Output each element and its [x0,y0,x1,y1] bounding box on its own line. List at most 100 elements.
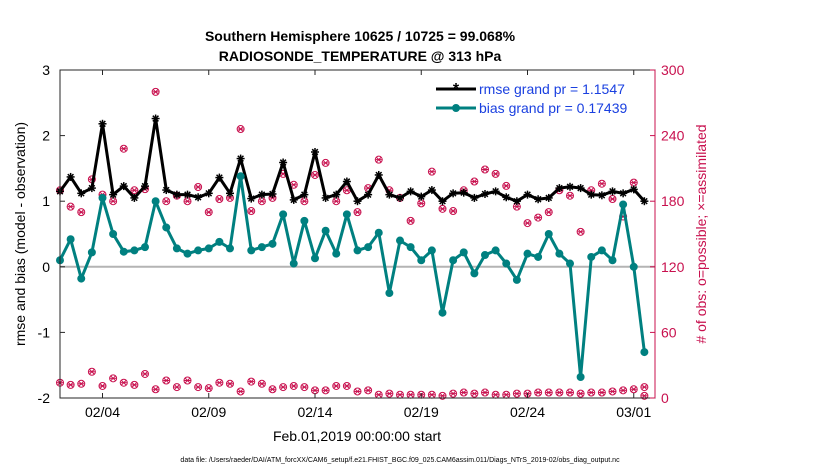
obs-bottom-assimilated-point [142,371,148,377]
rmse-point [491,187,500,196]
rmse-point [576,184,585,193]
x-tick-label: 02/19 [404,404,439,420]
rmse-point-stroke [375,171,383,179]
y-tick-label: -1 [38,324,51,340]
obs-assimilated-point [545,209,552,215]
bias-point [523,249,532,258]
rmse-point-stroke [152,115,159,122]
obs-bottom-assimilated-point [397,391,403,398]
obs-assimilated-point [290,181,297,188]
rmse-point-stroke [258,191,266,198]
obs-possible-point [491,169,500,178]
legend-bias-marker [452,104,460,112]
bias-point [364,243,373,252]
rmse-point-stroke [332,191,340,198]
obs-bottom-possible-point [98,381,107,390]
rmse-point [640,197,649,206]
x-tick-label: 02/04 [85,404,120,420]
rmse-point-stroke [428,186,436,194]
y-right-tick-label: 240 [661,128,685,144]
chart-title: Southern Hemisphere 10625 / 10725 = 99.0… [205,28,516,44]
rmse-point-stroke [184,191,191,198]
obs-bottom-possible-point [640,391,649,400]
rmse-point [502,193,511,202]
rmse-point-stroke [407,188,414,195]
obs-bottom-possible-point [438,391,447,400]
bias-point [226,244,234,253]
bias-point [459,248,468,257]
bias-point [534,252,543,261]
obs-bottom-assimilated-point [588,389,595,396]
rmse-point [342,177,351,186]
bias-point [204,244,213,253]
obs-bottom-possible-point [204,384,213,393]
rmse-point [257,190,266,199]
obs-bottom-possible-point [587,388,596,397]
rmse-point-stroke [449,189,457,197]
obs-bottom-assimilated-point [227,380,233,387]
obs-possible-point [215,195,224,204]
obs-bottom-possible-point [608,387,617,396]
obs-bottom-assimilated-point [630,386,637,393]
rmse-point [597,191,606,200]
y-tick-label: -2 [38,390,51,406]
obs-bottom-possible-point [332,381,341,390]
rmse-point [459,188,468,197]
bias-point [427,246,436,255]
rmse-point-stroke [77,189,85,197]
obs-possible-point [640,383,649,392]
rmse-point [183,190,192,199]
rmse-point-stroke [194,193,202,201]
obs-bottom-assimilated-point [269,386,276,393]
obs-possible-point [204,208,213,217]
rmse-point-stroke [269,190,276,198]
obs-bottom-assimilated-point [513,390,520,397]
rmse-point-stroke [630,186,638,193]
obs-bottom-assimilated-point [258,380,265,387]
obs-bottom-assimilated-point [460,389,467,396]
x-tick-label: 02/24 [510,404,545,420]
legend-bias-label: bias grand pr = 0.17439 [479,100,627,116]
obs-bottom-possible-point [481,388,489,397]
rmse-point-stroke [566,183,574,191]
rmse-point-stroke [301,191,308,198]
obs-bottom-possible-point [544,388,553,397]
obs-bottom-assimilated-point [120,379,127,386]
obs-bottom-possible-point [385,389,394,398]
rmse-point [87,184,96,193]
rmse-point-stroke [598,191,606,199]
obs-bottom-possible-point [226,379,234,388]
bias-point [629,262,638,271]
footer-data-file: data file: /Users/raeder/DAI/ATM_forcXX/… [180,457,620,464]
obs-bottom-assimilated-point [492,391,499,398]
rmse-point-stroke [88,184,96,192]
obs-possible-point [321,158,330,167]
bias-point [502,259,511,268]
bias-point [417,256,426,265]
obs-assimilated-point [450,208,457,214]
x-axis-label: Feb.01,2019 00:00:00 start [273,428,441,444]
rmse-point [289,195,298,204]
obs-assimilated-point [535,214,542,221]
obs-bottom-assimilated-point [556,389,563,396]
obs-assimilated-point [237,126,244,132]
rmse-point-stroke [237,155,244,162]
y-right-tick-label: 0 [661,390,669,406]
bias-point [353,246,362,255]
obs-possible-point [194,182,203,191]
rmse-point [396,193,404,202]
obs-assimilated-point [609,196,616,202]
bias-point [374,228,383,237]
obs-possible-point [481,165,489,174]
obs-assimilated-point [343,187,350,194]
obs-bottom-assimilated-point [567,389,573,396]
bias-point [183,249,192,258]
obs-bottom-assimilated-point [184,377,191,384]
rmse-point-stroke [99,120,106,128]
obs-assimilated-point [216,196,223,202]
obs-assimilated-point [184,198,191,205]
rmse-point-stroke [502,193,510,201]
obs-bottom-assimilated-point [173,384,180,390]
bias-point [321,226,330,235]
obs-assimilated-point [407,218,414,224]
